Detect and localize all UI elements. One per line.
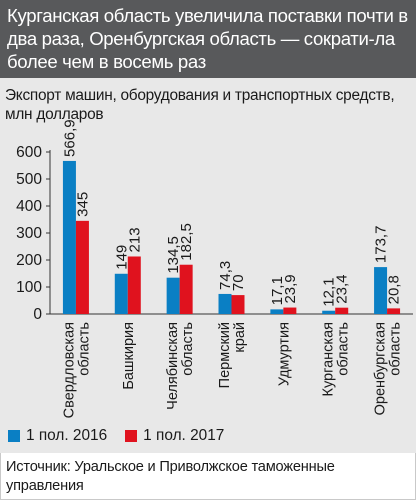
bar-2017 (75, 220, 89, 314)
bar-2016 (166, 277, 180, 314)
legend-swatch-2016 (8, 430, 20, 442)
category-label: Удмуртия (276, 322, 292, 386)
bar-2017 (127, 256, 141, 314)
data-label: 149 (113, 245, 130, 270)
category-label: Пермский (217, 322, 233, 388)
data-label: 17,1 (269, 276, 286, 305)
bar-2017 (283, 307, 297, 314)
category-label: Оренбургская (373, 322, 389, 415)
data-label: 566,9 (61, 119, 78, 157)
y-tick-label: 200 (16, 252, 42, 269)
legend-label-2017: 1 пол. 2017 (143, 427, 225, 444)
bar-2016 (218, 293, 232, 314)
bar-2017 (335, 307, 349, 314)
source-note: Источник: Уральское и Приволжское таможе… (6, 459, 335, 494)
category-label: Башкирия (121, 322, 137, 390)
data-label: 23,4 (334, 274, 351, 303)
category-label: область (76, 322, 92, 376)
data-label: 213 (126, 227, 143, 252)
bar-2016 (114, 273, 128, 314)
y-tick-label: 500 (16, 171, 42, 188)
category-label: Курганская (321, 322, 337, 396)
category-label: область (388, 322, 404, 376)
bar-2016 (270, 309, 284, 314)
legend-label-2016: 1 пол. 2016 (26, 427, 108, 444)
chart-subtitle: Экспорт машин, оборудования и транспортн… (5, 87, 395, 123)
bar-2017 (387, 308, 401, 314)
bar-2016 (62, 160, 76, 314)
y-tick-label: 600 (16, 144, 42, 161)
data-label: 182,5 (178, 223, 195, 261)
legend-item-2017: 1 пол. 2017 (125, 427, 224, 445)
legend: 1 пол. 2016 1 пол. 2017 (8, 426, 242, 446)
data-label: 74,3 (217, 261, 234, 290)
category-label: Челябинская (165, 322, 181, 410)
chart-title: Курганская область увеличила поставки по… (7, 5, 408, 72)
category-label: Свердловская (61, 322, 77, 418)
legend-swatch-2017 (125, 430, 138, 442)
legend-item-2016: 1 пол. 2016 (8, 427, 107, 445)
category-label: область (180, 322, 196, 376)
data-label: 134,5 (165, 236, 182, 274)
data-label: 23,9 (282, 274, 299, 303)
data-label: 70 (230, 274, 247, 291)
bar-2016 (374, 267, 388, 314)
data-label: 173,7 (373, 226, 390, 264)
bar-2016 (322, 310, 336, 314)
y-tick-label: 300 (16, 225, 42, 242)
data-label: 20,8 (386, 275, 403, 304)
data-label: 12,1 (321, 278, 338, 307)
header-band: Курганская область увеличила поставки по… (0, 0, 416, 78)
data-label: 345 (74, 192, 91, 217)
bar-2017 (179, 264, 193, 314)
y-tick-label: 0 (33, 306, 42, 323)
bar-2017 (231, 295, 245, 314)
category-label: край (232, 322, 248, 353)
y-tick-label: 400 (16, 198, 42, 215)
category-label: область (336, 322, 352, 376)
y-tick-label: 100 (16, 279, 42, 296)
